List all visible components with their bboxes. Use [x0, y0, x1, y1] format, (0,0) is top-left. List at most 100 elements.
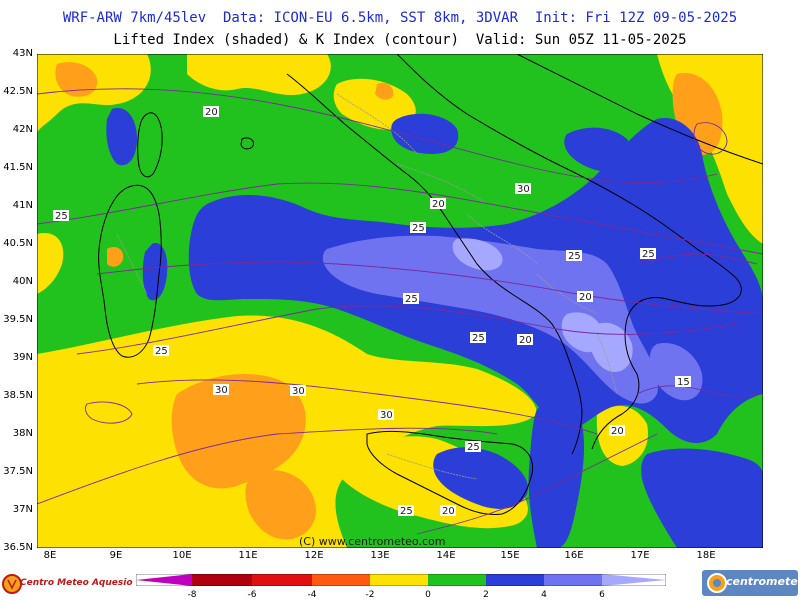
- header-title-line2: Lifted Index (shaded) & K Index (contour…: [113, 32, 687, 48]
- lat-label: 41N: [12, 200, 33, 211]
- legend-swatch: [486, 574, 544, 586]
- lon-label: 16E: [564, 550, 584, 561]
- coast-italy-west: [286, 73, 583, 455]
- contour-label: 25: [412, 223, 425, 234]
- legend-tick: -6: [247, 590, 257, 600]
- field-lightblue-band: [322, 235, 658, 404]
- coast-elba: [240, 137, 254, 150]
- contour-k-25-east: [636, 253, 758, 265]
- lon-label: 12E: [304, 550, 324, 561]
- lifted-index-legend: [136, 574, 666, 586]
- lat-label: 37N: [12, 504, 33, 515]
- contour-k-25-north: [37, 182, 763, 255]
- field-blue-south: [528, 404, 585, 548]
- field-yellow-rome: [333, 78, 416, 130]
- legend-swatch: [192, 574, 252, 586]
- legend-swatch: [252, 574, 312, 586]
- centro-meteo-aquesio-text: Centro Meteo Aquesio: [20, 578, 133, 588]
- lat-label: 43N: [12, 48, 33, 59]
- lat-label: 41.5N: [3, 162, 33, 173]
- lat-label: 40N: [12, 276, 33, 287]
- centrometeo-logo: [702, 570, 798, 596]
- legend-swatch: [312, 574, 370, 586]
- legend-swatch: [544, 574, 602, 586]
- field-orange-sardinia-sea: [171, 374, 306, 489]
- contour-label: 20: [579, 292, 592, 303]
- lon-label: 9E: [109, 550, 123, 561]
- contour-label: 25: [472, 333, 485, 344]
- legend-tick: 0: [425, 590, 431, 600]
- contour-k-loop-1: [84, 401, 133, 424]
- contour-label: 20: [432, 199, 445, 210]
- field-orange-small-2: [375, 82, 394, 100]
- legend-swatch: [428, 574, 486, 586]
- field-yellow-north: [187, 54, 331, 96]
- contour-k-25-mid: [76, 305, 738, 355]
- centro-meteo-aquesio-logo: [2, 574, 22, 594]
- centrometeo-logo-text: centrometeo: [726, 575, 800, 588]
- contour-labels: 20 20 20 20 20 20 25 25 25 25 25 25: [53, 106, 691, 517]
- contour-label: 20: [519, 335, 532, 346]
- contour-k-20-south: [416, 433, 658, 535]
- legend-tick: 2: [483, 590, 489, 600]
- lat-label: 39.5N: [3, 314, 33, 325]
- field-orange-small-1: [107, 247, 124, 267]
- contour-k-30-north: [37, 88, 718, 184]
- lat-label: 36.5N: [3, 542, 33, 553]
- legend-tick: -8: [187, 590, 197, 600]
- contour-label: 30: [380, 410, 393, 421]
- lat-label: 40.5N: [3, 238, 33, 249]
- watermark: (C) www.centrometeo.com: [299, 535, 445, 548]
- contour-label: 20: [205, 107, 218, 118]
- coast-corsica: [137, 112, 163, 178]
- legend-swatch-low-arrow: [136, 574, 192, 586]
- contour-label: 30: [215, 385, 228, 396]
- contour-label: 25: [405, 294, 418, 305]
- lon-label: 8E: [43, 550, 57, 561]
- field-orange-northwest: [55, 62, 98, 97]
- legend-tick: -4: [307, 590, 317, 600]
- contour-label: 25: [55, 211, 68, 222]
- lon-label: 14E: [436, 550, 456, 561]
- lat-label: 38N: [12, 428, 33, 439]
- field-orange-sicily-channel: [245, 470, 316, 540]
- contour-label: 20: [611, 426, 624, 437]
- field-blue-northeast: [564, 127, 633, 173]
- legend-tick: -2: [365, 590, 375, 600]
- lat-label: 39N: [12, 352, 33, 363]
- contour-label: 25: [400, 506, 413, 517]
- contour-label: 25: [155, 346, 168, 357]
- field-blue-ionian: [641, 448, 763, 548]
- contour-label: 25: [467, 442, 480, 453]
- lon-label: 13E: [370, 550, 390, 561]
- legend-tick: 4: [541, 590, 547, 600]
- contour-k-loop-2: [693, 122, 728, 155]
- legend-swatch-high-arrow: [602, 574, 666, 586]
- contour-label: 30: [292, 386, 305, 397]
- contour-k-25-south: [136, 379, 598, 435]
- contour-label: 30: [517, 184, 530, 195]
- field-blue-sicily: [433, 447, 528, 509]
- coast-italy-east: [396, 54, 742, 450]
- lat-label: 38.5N: [3, 390, 33, 401]
- contour-label: 25: [642, 249, 655, 260]
- header-title-line1: WRF-ARW 7km/45lev Data: ICON-EU 6.5km, S…: [62, 10, 738, 26]
- contour-label: 25: [568, 251, 581, 262]
- contour-k-30-south: [37, 427, 498, 505]
- contour-k-20-mid: [96, 261, 763, 315]
- lon-label: 15E: [500, 550, 520, 561]
- lat-label: 42N: [12, 124, 33, 135]
- lon-label: 17E: [630, 550, 650, 561]
- contour-k-15-ionian: [636, 385, 758, 397]
- lat-label: 42.5N: [3, 86, 33, 97]
- lon-label: 10E: [172, 550, 192, 561]
- field-yellow-sardinia-w: [37, 233, 64, 294]
- legend-tick: 6: [599, 590, 605, 600]
- contour-label: 20: [442, 506, 455, 517]
- lon-label: 11E: [238, 550, 258, 561]
- legend-swatch: [370, 574, 428, 586]
- lat-label: 37.5N: [3, 466, 33, 477]
- coast-sicily: [366, 430, 534, 515]
- field-blue-west: [106, 108, 137, 166]
- field-lilac-calabria: [589, 322, 633, 372]
